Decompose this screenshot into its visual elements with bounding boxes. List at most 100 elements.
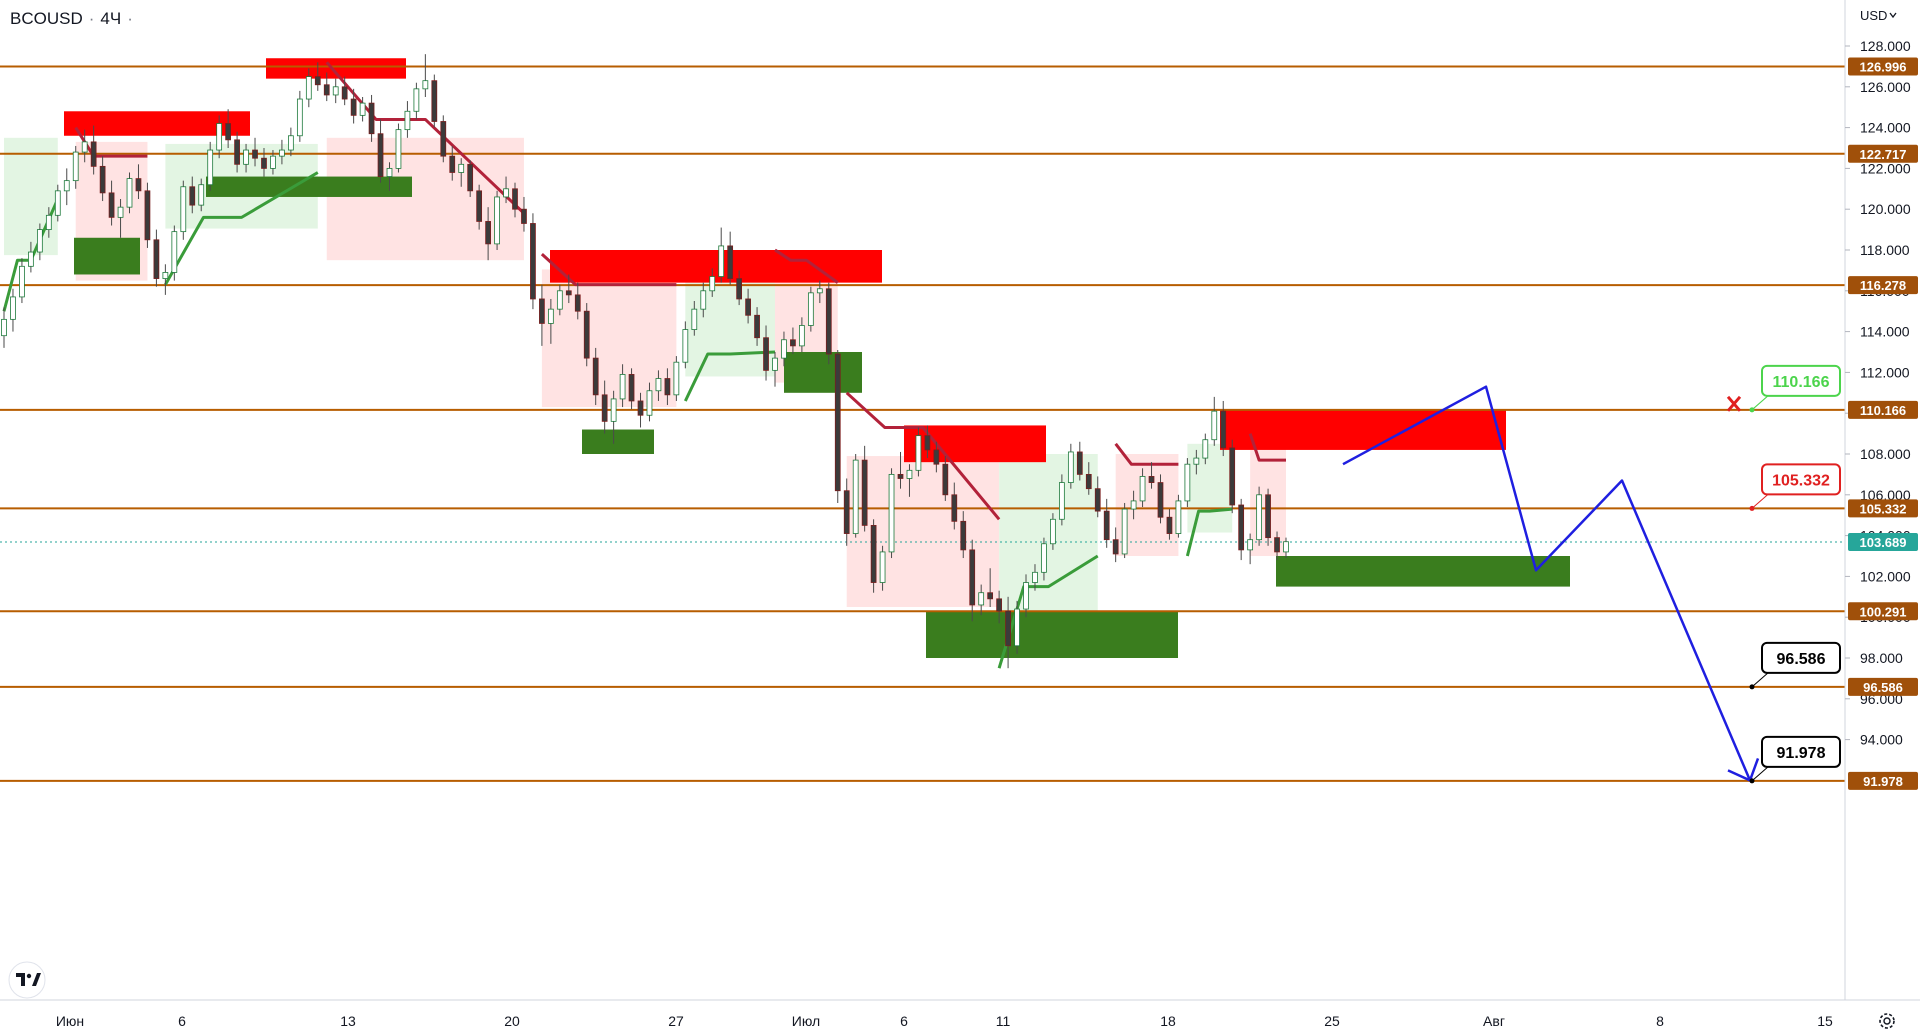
bearish-candle xyxy=(736,278,742,300)
price-callout-box[interactable] xyxy=(1761,463,1841,496)
demand-zone xyxy=(74,237,140,275)
bullish-candle xyxy=(216,123,223,151)
bearish-candle xyxy=(314,76,321,86)
price-callout-label: 96.586 xyxy=(1777,651,1826,668)
bearish-candle xyxy=(763,337,769,371)
bearish-candle xyxy=(341,86,348,100)
callout-anchor-dot xyxy=(1749,505,1755,511)
time-axis-bg[interactable] xyxy=(0,1000,1920,1036)
bullish-candle xyxy=(1211,410,1218,441)
bullish-candle xyxy=(1041,543,1047,573)
level-price-label-bg xyxy=(1848,400,1918,419)
time-tick-label: Июл xyxy=(792,1013,820,1029)
bullish-candle xyxy=(54,190,61,216)
bullish-trend-line xyxy=(164,171,319,286)
bearish-trend-band xyxy=(541,269,677,408)
bullish-candle xyxy=(556,290,563,310)
bearish-candle xyxy=(467,163,474,192)
level-price-label: 116.278 xyxy=(1860,278,1906,293)
level-price-label-bg xyxy=(1848,677,1918,696)
bearish-candle xyxy=(135,178,142,192)
level-price-label: 105.332 xyxy=(1860,501,1907,516)
bearish-candle xyxy=(1103,510,1110,541)
bearish-candle xyxy=(261,157,267,169)
price-callout-box[interactable] xyxy=(1761,364,1841,397)
bullish-candle xyxy=(503,188,509,198)
bearish-candle xyxy=(951,494,958,522)
bullish-candle xyxy=(386,167,393,177)
bullish-candle xyxy=(1256,494,1262,541)
bearish-candle xyxy=(754,314,760,339)
time-tick-label: Авг xyxy=(1483,1013,1505,1029)
level-price-label-bg xyxy=(1848,771,1918,790)
bearish-candle xyxy=(861,459,868,526)
callout-anchor-dot xyxy=(1749,684,1755,690)
tradingview-logo[interactable] xyxy=(8,961,46,999)
bearish-candle xyxy=(987,592,994,600)
time-tick-label: 13 xyxy=(340,1013,356,1029)
supply-zone xyxy=(1220,409,1506,450)
logo-circle xyxy=(8,961,46,999)
currency-selector[interactable]: USD xyxy=(1860,8,1897,23)
demand-zone xyxy=(206,176,412,197)
callout-anchor-dot xyxy=(1749,407,1755,413)
bearish-candle xyxy=(1166,516,1173,534)
bullish-candle xyxy=(1130,500,1137,510)
bearish-candle xyxy=(90,141,97,167)
bearish-candle xyxy=(933,449,940,465)
logo-mark-t xyxy=(16,973,25,986)
price-callout-label: 91.978 xyxy=(1777,745,1826,762)
price-callout-box[interactable] xyxy=(1761,641,1841,674)
bullish-candle xyxy=(700,290,707,310)
bullish-trend-line xyxy=(2,198,60,312)
price-tick-label: 128.000 xyxy=(1860,38,1911,54)
bullish-candle xyxy=(978,592,985,606)
bearish-candle xyxy=(637,400,644,416)
price-tick-label: 118.000 xyxy=(1860,242,1910,258)
bearish-candle xyxy=(1076,451,1083,475)
bearish-candle xyxy=(825,288,832,355)
bearish-candle xyxy=(1238,504,1245,551)
bullish-candle xyxy=(646,390,653,416)
callout-pointer-line xyxy=(1751,672,1769,688)
bearish-candle xyxy=(350,98,357,116)
bullish-candle xyxy=(395,129,402,169)
candles-layer xyxy=(1,54,1289,669)
chart-symbol-title[interactable]: BCOUSD · 4Ч · xyxy=(10,9,133,28)
level-lines-layer xyxy=(0,65,1845,782)
bearish-candle xyxy=(1112,539,1119,555)
time-tick-label: 8 xyxy=(1656,1013,1664,1029)
bearish-candle xyxy=(1005,610,1011,647)
bullish-candle xyxy=(458,163,465,173)
bearish-candle xyxy=(745,298,751,316)
bullish-trend-line xyxy=(1185,507,1233,557)
time-tick-label: 27 xyxy=(668,1013,684,1029)
bullish-candle xyxy=(422,80,429,90)
bullish-candle xyxy=(1032,571,1038,583)
last-price-label-bg xyxy=(1848,532,1918,551)
bearish-trend-line xyxy=(1114,442,1179,466)
settings-gear-icon[interactable] xyxy=(1879,1013,1895,1029)
bullish-candle xyxy=(19,265,25,298)
demand-zone xyxy=(1276,556,1570,587)
bullish-trend-band xyxy=(4,137,58,256)
bearish-candle xyxy=(485,221,491,245)
price-tick-label: 108.000 xyxy=(1860,446,1911,462)
bullish-candle xyxy=(359,102,366,116)
bullish-candle xyxy=(619,374,626,400)
level-price-label: 126.996 xyxy=(1860,59,1907,74)
level-price-label: 100.291 xyxy=(1860,604,1907,619)
bullish-candle xyxy=(296,98,303,137)
currency-label: USD xyxy=(1860,8,1887,23)
bullish-candle xyxy=(117,206,124,218)
level-price-label: 110.166 xyxy=(1860,403,1906,418)
projection-path xyxy=(1342,385,1752,781)
price-callout-box[interactable] xyxy=(1761,735,1841,768)
zone-layer xyxy=(64,58,1570,658)
bearish-candle xyxy=(539,298,545,324)
bearish-candle xyxy=(870,525,877,583)
time-tick-label: 25 xyxy=(1324,1013,1340,1029)
bullish-candle xyxy=(279,149,285,157)
bullish-candle xyxy=(718,245,725,277)
